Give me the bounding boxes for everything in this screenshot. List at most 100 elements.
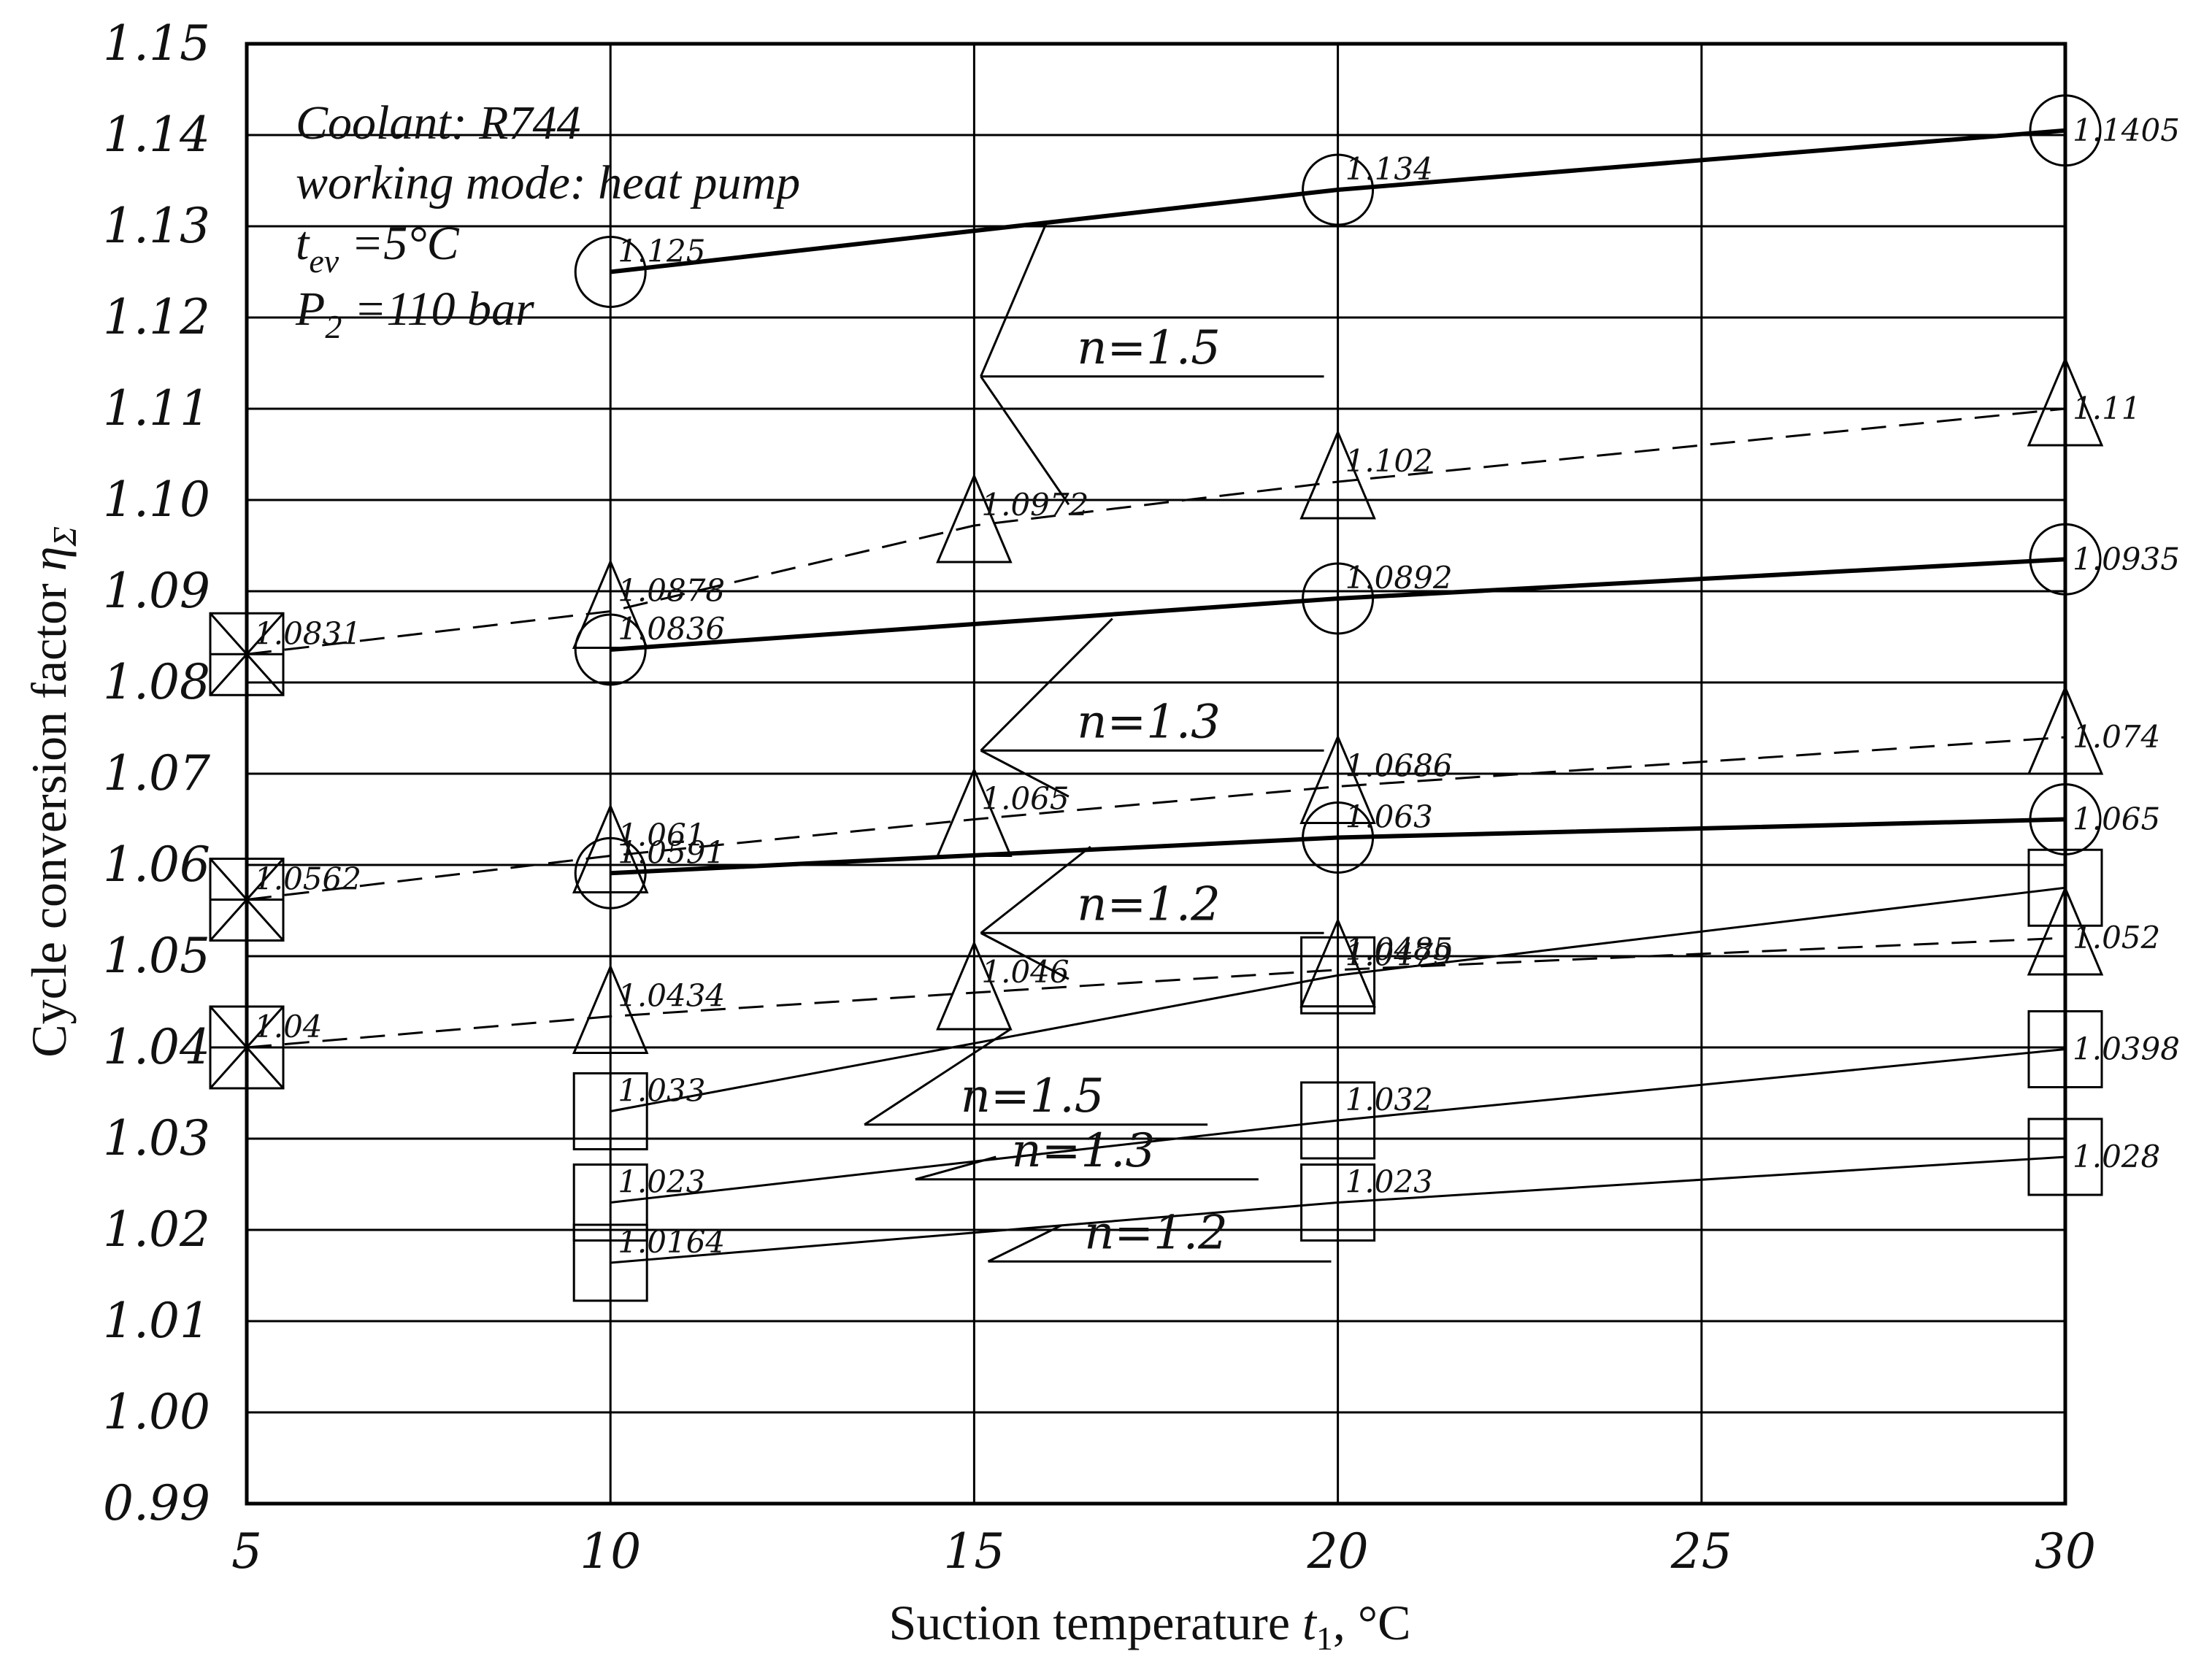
y-tick-label: 1.00 — [103, 1384, 210, 1440]
tick-labels: 0.99 1.00 1.01 1.02 1.03 1.04 1.05 1.06 1.07 1.08… — [103, 15, 2096, 1580]
square-marker — [1300, 1163, 1376, 1242]
circle-marker — [574, 236, 647, 308]
triangle-marker — [1299, 917, 1376, 1008]
data-label: 1.061 — [618, 817, 705, 853]
series-line-8 — [610, 1048, 2066, 1204]
x-tick-label: 25 — [1670, 1523, 1732, 1580]
series-name-labels: n=1.5n=1.3n=1.2n=1.5n=1.3n=1.2 — [864, 221, 1332, 1263]
x-tick-label: 5 — [231, 1523, 262, 1580]
name-label-leader — [980, 221, 1048, 377]
triangle-marker — [572, 963, 649, 1054]
x-axis-title: Suction temperature t1, °C — [889, 1595, 1411, 1657]
series-name-label: n=1.2 — [1077, 877, 1221, 931]
x-tick-label: 30 — [2035, 1523, 2096, 1580]
name-label-leader — [980, 931, 1069, 980]
series-name-label: n=1.3 — [1077, 695, 1221, 749]
data-label: 1.0164 — [618, 1224, 725, 1260]
y-tick-label: 1.08 — [103, 654, 210, 710]
data-label: 1.0434 — [618, 978, 725, 1014]
data-label: 1.0892 — [1345, 560, 1453, 596]
y-tick-label: 1.06 — [103, 836, 210, 893]
series-line-7 — [610, 886, 2066, 1112]
data-label: 1.04 — [254, 1009, 323, 1044]
series-name-label: n=1.3 — [1012, 1124, 1156, 1178]
name-label-leader — [980, 845, 1091, 934]
info-tev: tev =5°C — [296, 217, 460, 280]
data-label: 1.0831 — [254, 615, 361, 651]
y-tick-label: 1.09 — [103, 563, 210, 619]
x-tick-label: 10 — [580, 1523, 641, 1580]
data-label: 1.0562 — [254, 861, 361, 897]
x-tick-label: 20 — [1307, 1523, 1369, 1580]
triangle-marker — [936, 940, 1013, 1031]
name-label-leader — [980, 749, 1069, 798]
data-label: 1.0485 — [1345, 931, 1453, 967]
data-label: 1.11 — [2073, 391, 2141, 426]
name-label-leader — [980, 375, 1070, 506]
series-line-6 — [246, 936, 2066, 1049]
circle-marker — [1302, 153, 1375, 226]
y-tick-label: 1.03 — [103, 1110, 210, 1166]
data-label: 1.125 — [618, 234, 705, 269]
y-tick-label: 0.99 — [103, 1475, 210, 1531]
series-line-3 — [610, 557, 2066, 652]
square-marker — [572, 1072, 648, 1150]
grid — [245, 42, 2067, 1505]
name-label-leader — [987, 1224, 1062, 1263]
name-label-leader — [915, 1155, 996, 1181]
y-tick-label: 1.02 — [103, 1201, 210, 1258]
info-p2: P2 =110 bar — [295, 282, 534, 345]
circle-marker — [1302, 801, 1375, 874]
data-label: 1.1405 — [2073, 112, 2180, 148]
data-label: 1.032 — [1345, 1082, 1433, 1117]
y-axis-title: Cycle conversion factor ηΣ — [21, 526, 83, 1058]
data-label: 1.052 — [2073, 920, 2160, 955]
series-line-2 — [246, 407, 2066, 655]
y-tick-label: 1.10 — [103, 472, 210, 528]
y-tick-label: 1.12 — [103, 289, 210, 345]
y-tick-label: 1.13 — [103, 198, 210, 254]
y-tick-label: 1.14 — [103, 107, 210, 163]
data-label: 1.0972 — [981, 487, 1088, 523]
data-label: 1.063 — [1345, 799, 1433, 835]
square-marker — [1300, 1081, 1376, 1160]
circle-marker — [574, 836, 647, 909]
data-label: 1.033 — [618, 1073, 705, 1109]
data-label: 1.028 — [2073, 1139, 2160, 1174]
triangle-marker — [1299, 429, 1376, 520]
triangle-marker — [1299, 734, 1376, 824]
square-marker — [572, 1223, 648, 1302]
info-coolant: Coolant: R744 — [296, 96, 581, 150]
data-label: 1.0935 — [2073, 541, 2180, 577]
data-labels: 1.125 1.134 1.1405 1.0831 1.0878 1.0972 1.102 1… — [254, 112, 2180, 1260]
triangle-marker — [572, 558, 649, 649]
data-label: 1.0398 — [2073, 1031, 2180, 1067]
series-line-1 — [610, 128, 2066, 274]
circle-marker — [1302, 562, 1375, 635]
data-label: 1.023 — [1345, 1164, 1433, 1200]
data-label: 1.0591 — [618, 834, 725, 870]
data-label: 1.074 — [2073, 719, 2160, 755]
series-line-9 — [610, 1155, 2066, 1264]
series-name-label: n=1.5 — [1077, 321, 1221, 375]
y-tick-label: 1.04 — [103, 1019, 210, 1075]
data-label: 1.102 — [1345, 443, 1433, 479]
data-label: 1.134 — [1345, 151, 1433, 187]
x-tick-label: 15 — [943, 1523, 1005, 1580]
data-label: 1.023 — [618, 1164, 705, 1200]
square-marker — [572, 1163, 648, 1242]
data-label: 1.065 — [981, 781, 1069, 817]
y-tick-label: 1.15 — [103, 15, 210, 72]
name-label-leader — [864, 1028, 1012, 1126]
triangle-marker — [936, 766, 1013, 857]
info-box: Coolant: R744 working mode: heat pump te… — [295, 96, 800, 345]
square-marker — [1300, 936, 1376, 1015]
info-mode: working mode: heat pump — [296, 156, 800, 209]
data-label: 1.0878 — [618, 573, 725, 609]
series-name-label: n=1.2 — [1084, 1206, 1228, 1260]
series-line-5 — [610, 817, 2066, 876]
triangle-marker — [936, 473, 1013, 563]
series-line-4 — [246, 736, 2066, 901]
y-tick-label: 1.05 — [103, 928, 210, 984]
